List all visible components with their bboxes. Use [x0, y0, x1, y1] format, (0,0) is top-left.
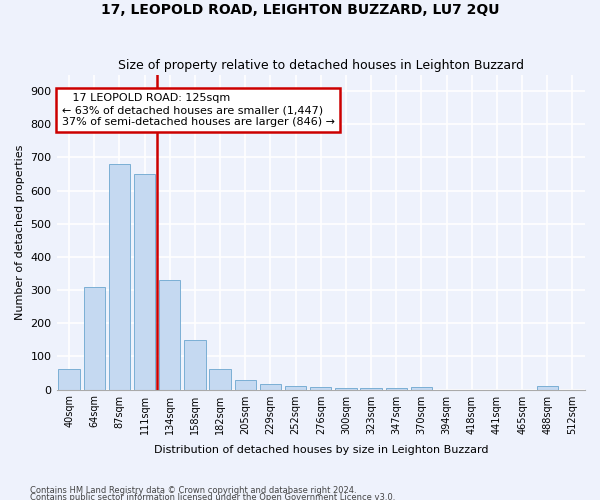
Bar	[159, 280, 181, 390]
Bar	[235, 380, 256, 390]
X-axis label: Distribution of detached houses by size in Leighton Buzzard: Distribution of detached houses by size …	[154, 445, 488, 455]
Bar	[58, 369, 80, 390]
Bar	[361, 388, 382, 390]
Text: Contains HM Land Registry data © Crown copyright and database right 2024.: Contains HM Land Registry data © Crown c…	[30, 486, 356, 495]
Bar	[536, 386, 558, 390]
Text: Contains public sector information licensed under the Open Government Licence v3: Contains public sector information licen…	[30, 494, 395, 500]
Bar	[260, 384, 281, 390]
Text: 17 LEOPOLD ROAD: 125sqm
← 63% of detached houses are smaller (1,447)
37% of semi: 17 LEOPOLD ROAD: 125sqm ← 63% of detache…	[62, 94, 335, 126]
Bar	[134, 174, 155, 390]
Bar	[209, 369, 231, 390]
Bar	[285, 386, 307, 390]
Bar	[109, 164, 130, 390]
Bar	[83, 286, 105, 390]
Y-axis label: Number of detached properties: Number of detached properties	[15, 144, 25, 320]
Bar	[310, 386, 331, 390]
Bar	[386, 388, 407, 390]
Bar	[411, 387, 432, 390]
Bar	[335, 388, 356, 390]
Text: 17, LEOPOLD ROAD, LEIGHTON BUZZARD, LU7 2QU: 17, LEOPOLD ROAD, LEIGHTON BUZZARD, LU7 …	[101, 2, 499, 16]
Bar	[184, 340, 206, 390]
Title: Size of property relative to detached houses in Leighton Buzzard: Size of property relative to detached ho…	[118, 59, 524, 72]
